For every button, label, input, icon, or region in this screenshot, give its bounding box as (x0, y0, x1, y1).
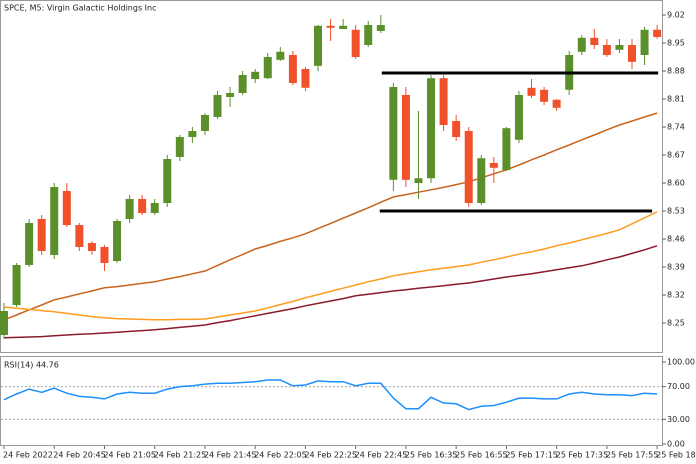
y-tick-label: 9.02 (667, 11, 685, 20)
candle-body (615, 45, 624, 50)
candle-body (175, 137, 184, 157)
chart-title: SPCE, M5: Virgin Galactic Holdings Inc (4, 4, 157, 13)
y-tick-label: 8.81 (667, 95, 685, 104)
x-tick-label: 24 Feb 22:45 (355, 451, 407, 460)
candle-body (12, 265, 21, 305)
candle-body (489, 163, 498, 168)
y-tick-label: 8.46 (667, 235, 685, 244)
candle-body (514, 95, 523, 140)
candle-body (439, 78, 448, 125)
candle-body (376, 25, 385, 31)
y-tick-label: 8.39 (667, 263, 685, 272)
candle-body (138, 199, 147, 213)
candle-body (263, 57, 272, 79)
x-tick-label: 25 Feb 16:55 (455, 451, 507, 460)
candle-body (577, 37, 586, 52)
x-tick-label: 25 Feb 17:35 (556, 451, 608, 460)
candle-body (477, 158, 486, 203)
y-tick-label: 8.67 (667, 151, 685, 160)
candle-body (339, 25, 348, 29)
candle-body (226, 93, 235, 97)
moving-average (3, 211, 658, 321)
candle-body (0, 311, 8, 335)
candle-body (464, 131, 473, 203)
rsi-pane-frame (0, 356, 663, 446)
candle-body (452, 121, 461, 137)
candle-body (527, 87, 536, 96)
candle-body (351, 29, 360, 57)
y-tick-label: 8.74 (667, 123, 685, 132)
candle-body (401, 95, 410, 180)
candle-body (75, 225, 84, 247)
y-tick-label: 100.00 (667, 358, 695, 367)
candle-body (125, 199, 134, 219)
candle-body (364, 25, 373, 45)
y-tick-label: 30.00 (667, 415, 690, 424)
candle-body (200, 115, 209, 131)
candle-body (213, 95, 222, 117)
y-tick-label: 70.00 (667, 382, 690, 391)
y-tick-label: 8.88 (667, 67, 685, 76)
x-tick-label: 24 Feb 2022 (3, 451, 53, 460)
x-tick-label: 25 Feb 17:55 (606, 451, 658, 460)
candle-body (653, 29, 662, 37)
candle-body (50, 187, 59, 255)
y-tick-label: 8.60 (667, 179, 685, 188)
x-tick-label: 24 Feb 21:25 (154, 451, 206, 460)
moving-average (3, 245, 658, 339)
y-tick-label: 8.53 (667, 207, 685, 216)
candle-body (326, 25, 335, 28)
candle-body (37, 219, 46, 251)
candle-body (276, 51, 285, 60)
x-tick-label: 24 Feb 21:45 (204, 451, 256, 460)
x-tick-label: 24 Feb 22:25 (304, 451, 356, 460)
candle-body (251, 71, 260, 79)
candle-body (628, 45, 636, 62)
candle-body (602, 45, 611, 55)
candle-body (62, 191, 71, 225)
x-tick-label: 24 Feb 20:45 (53, 451, 105, 460)
candle-body (540, 89, 549, 102)
candle-body (414, 178, 423, 183)
candle-body (238, 75, 247, 93)
x-tick-label: 25 Feb 16:35 (405, 451, 457, 460)
y-tick-label: 8.95 (667, 39, 685, 48)
y-tick-label: 8.32 (667, 291, 685, 300)
x-tick-label: 24 Feb 22:05 (254, 451, 306, 460)
candle-body (301, 69, 310, 88)
y-tick-label: 8.25 (667, 319, 685, 328)
candle-body (640, 29, 649, 55)
candle-body (163, 159, 172, 203)
x-tick-label: 25 Feb 17:15 (505, 451, 557, 460)
rsi-label: RSI(14) 44.76 (4, 361, 59, 370)
moving-average (3, 112, 658, 321)
rsi-line (3, 379, 658, 411)
candle-body (590, 37, 599, 45)
x-tick-label: 24 Feb 21:05 (103, 451, 155, 460)
candle-body (314, 25, 322, 66)
candle-body (150, 203, 159, 213)
candle-body (113, 221, 122, 261)
x-tick-label: 25 Feb 18:15 (656, 451, 696, 460)
candle-body (427, 78, 436, 179)
candle-body (389, 87, 398, 180)
candle-body (25, 223, 34, 265)
candle-body (552, 99, 561, 108)
candle-body (288, 55, 297, 83)
candle-body (188, 131, 197, 137)
main-pane-frame (0, 0, 663, 353)
candle-body (502, 128, 511, 171)
candle-body (87, 243, 96, 251)
y-tick-label: 0.00 (667, 440, 685, 449)
candle-body (100, 247, 109, 263)
